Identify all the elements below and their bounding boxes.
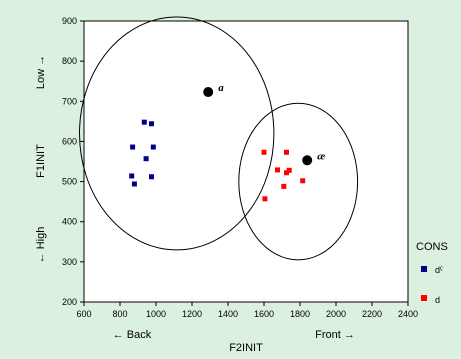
data-point-d xyxy=(261,149,267,155)
data-point-d xyxy=(286,167,292,173)
x-tick-label: 1600 xyxy=(254,309,274,319)
legend-swatch-d-pharyngealized xyxy=(421,266,427,272)
x-tick-label: 1400 xyxy=(218,309,238,319)
x-tick-label: 1000 xyxy=(146,309,166,319)
y-tick-label: 800 xyxy=(62,56,77,66)
x-axis-label: F2INIT xyxy=(229,342,263,354)
x-tick-label: 1200 xyxy=(182,309,202,319)
y-tick-label: 900 xyxy=(62,16,77,26)
x-direction-left: ← Back xyxy=(113,329,152,341)
data-point-d xyxy=(275,167,280,173)
annotations-layer: ɑæ xyxy=(203,82,325,166)
data-point-d-pharyngealized xyxy=(141,119,147,125)
legend-swatch-d xyxy=(421,295,427,301)
ticks-layer: 600 800 1000 1200 1400 1600 1800 2000 2200 2400 20… xyxy=(62,16,418,319)
x-tick-label: 600 xyxy=(76,309,91,319)
plot-area xyxy=(83,20,409,303)
data-point-d-pharyngealized xyxy=(131,181,137,187)
y-tick-label: 700 xyxy=(62,96,77,106)
data-point-d xyxy=(284,149,289,155)
data-point-d-pharyngealized xyxy=(150,144,156,150)
vowel-centroid-dot xyxy=(203,87,214,98)
y-tick-label: 600 xyxy=(62,136,77,146)
data-point-d xyxy=(284,170,289,176)
data-point-d-pharyngealized xyxy=(149,121,154,127)
data-point-d-pharyngealized xyxy=(149,174,154,180)
data-point-d xyxy=(300,178,306,184)
y-direction-top: Low → xyxy=(35,55,47,89)
data-point-d-pharyngealized xyxy=(129,173,135,179)
ellipses-layer xyxy=(79,16,359,261)
vowel-label: æ xyxy=(317,150,325,162)
data-point-d-pharyngealized xyxy=(130,144,136,150)
x-tick-label: 2400 xyxy=(398,309,418,319)
points-layer xyxy=(129,119,306,202)
y-tick-label: 300 xyxy=(62,257,77,267)
x-direction-right: Front → xyxy=(315,329,355,341)
legend-title: CONS xyxy=(416,241,448,253)
x-tick-label: 2200 xyxy=(362,309,382,319)
data-point-d xyxy=(262,196,268,202)
x-tick-label: 1800 xyxy=(290,309,310,319)
y-axis-label: F1INIT xyxy=(35,144,47,178)
legend: CONS dˤ d xyxy=(416,241,448,305)
y-tick-label: 500 xyxy=(62,177,77,187)
legend-label-d: d xyxy=(435,295,440,305)
cluster-ellipse xyxy=(238,102,359,261)
y-tick-label: 400 xyxy=(62,217,77,227)
x-tick-label: 2000 xyxy=(326,309,346,319)
y-tick-label: 200 xyxy=(62,297,77,307)
legend-label-d-pharyngealized: dˤ xyxy=(435,265,443,275)
y-direction-bottom: ← High xyxy=(35,227,47,264)
cluster-ellipse xyxy=(79,16,275,251)
data-point-d-pharyngealized xyxy=(143,156,149,162)
vowel-centroid-dot xyxy=(302,155,313,166)
data-point-d xyxy=(281,183,287,189)
x-tick-label: 800 xyxy=(112,309,127,319)
vowel-label: ɑ xyxy=(218,82,224,94)
